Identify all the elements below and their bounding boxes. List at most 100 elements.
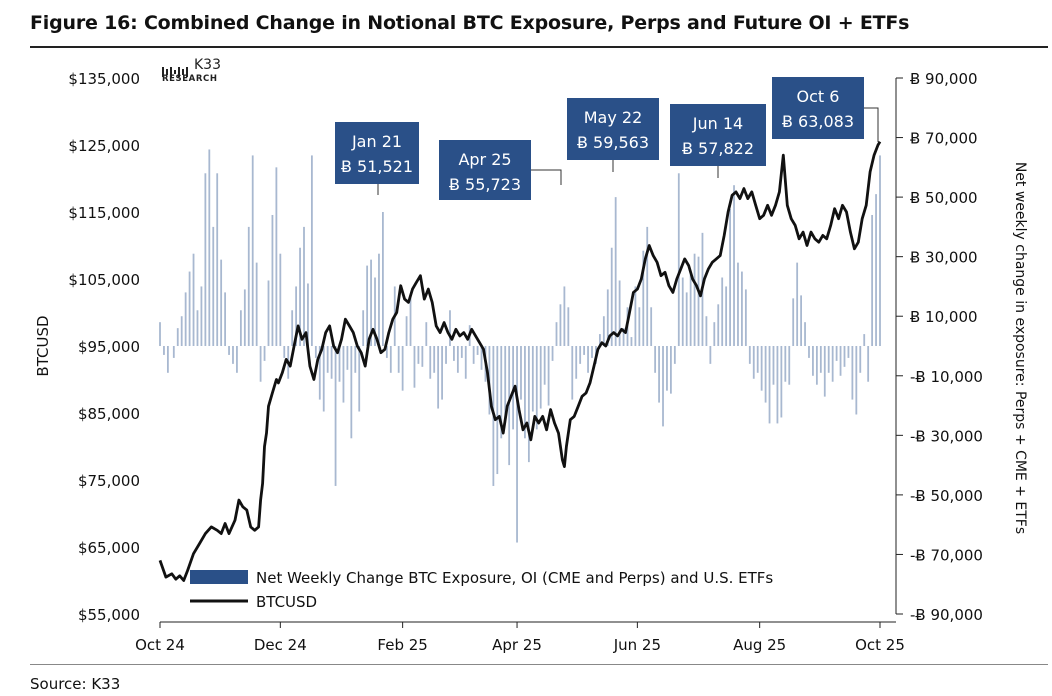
exposure-bar <box>176 328 179 346</box>
exposure-bar <box>200 286 203 346</box>
exposure-bar <box>279 253 282 346</box>
left-tick-label: $55,000 <box>78 606 140 624</box>
left-axis-title: BTCUSD <box>34 315 52 376</box>
callout-box <box>567 98 659 160</box>
exposure-bar <box>204 173 207 346</box>
exposure-bar <box>606 289 609 346</box>
callout-value: Ƀ 59,563 <box>577 133 649 152</box>
exposure-bar <box>460 346 463 358</box>
exposure-bar <box>563 286 566 346</box>
x-tick-label: Feb 25 <box>377 636 427 654</box>
exposure-bar <box>650 307 653 346</box>
exposure-bar <box>456 346 459 373</box>
exposure-bar <box>385 346 388 358</box>
right-tick-label: Ƀ 90,000 <box>910 70 978 88</box>
exposure-bar <box>366 265 369 346</box>
exposure-bar <box>397 346 400 373</box>
callout-box <box>439 140 531 200</box>
left-tick-label: $125,000 <box>68 137 140 155</box>
exposure-bar <box>831 346 834 382</box>
x-tick-label: Oct 24 <box>135 636 185 654</box>
exposure-bar <box>863 334 866 346</box>
exposure-bar <box>232 346 234 364</box>
exposure-bar <box>239 310 242 346</box>
exposure-bar <box>464 346 467 379</box>
exposure-bar <box>804 322 806 346</box>
exposure-bar <box>496 346 499 475</box>
callout-value: Ƀ 55,723 <box>449 175 521 194</box>
exposure-bar <box>579 346 582 364</box>
exposure-bar <box>855 346 858 415</box>
exposure-bar <box>271 214 274 346</box>
exposure-bar <box>421 346 424 367</box>
exposure-bar <box>322 346 325 412</box>
left-tick-label: $75,000 <box>78 472 140 490</box>
exposure-bar <box>318 346 321 400</box>
exposure-bar <box>524 346 526 439</box>
exposure-bar <box>342 346 345 403</box>
right-tick-label: -Ƀ 30,000 <box>910 427 983 445</box>
left-tick-label: $105,000 <box>68 271 140 289</box>
exposure-bar <box>236 346 238 373</box>
exposure-bar <box>275 167 278 346</box>
exposure-bar <box>677 173 680 346</box>
exposure-bar <box>681 277 684 346</box>
exposure-bar <box>326 346 329 373</box>
exposure-bar <box>378 253 380 346</box>
exposure-bar <box>551 346 554 361</box>
exposure-bar <box>654 346 657 373</box>
exposure-bar <box>295 286 298 346</box>
exposure-bar <box>823 346 826 397</box>
exposure-bar <box>705 316 708 346</box>
exposure-bar <box>212 226 215 346</box>
left-tick-label: $135,000 <box>68 70 140 88</box>
legend-bar-swatch <box>190 570 248 584</box>
right-tick-label: -Ƀ 90,000 <box>910 606 983 624</box>
exposure-bar <box>587 346 589 373</box>
callout-leader <box>531 169 562 185</box>
callout-leader <box>864 107 879 142</box>
exposure-bar <box>334 346 337 486</box>
exposure-bar <box>843 346 846 367</box>
exposure-bar <box>733 185 735 346</box>
exposure-bar <box>835 346 838 361</box>
exposure-bar <box>370 259 372 346</box>
x-tick-label: Jun 25 <box>613 636 661 654</box>
exposure-bar <box>303 226 305 346</box>
exposure-bar <box>815 346 818 385</box>
exposure-bar <box>693 253 696 346</box>
exposure-bar <box>166 346 169 373</box>
left-tick-label: $95,000 <box>78 338 140 356</box>
exposure-bar <box>172 346 175 358</box>
exposure-bar <box>476 346 479 355</box>
left-tick-label: $115,000 <box>68 204 140 222</box>
exposure-bar <box>839 346 842 376</box>
exposure-bar <box>358 346 361 412</box>
exposure-bar <box>630 337 633 346</box>
exposure-bar <box>744 289 747 346</box>
exposure-bar <box>259 346 262 382</box>
logo-name: K33 <box>194 57 221 73</box>
exposure-bar <box>354 346 357 373</box>
exposure-bar <box>658 346 660 403</box>
exposure-bar <box>646 226 649 346</box>
exposure-bar <box>346 346 349 370</box>
callout-value: Ƀ 57,822 <box>682 139 754 158</box>
exposure-bar <box>283 346 286 358</box>
exposure-bar <box>851 346 854 400</box>
exposure-bar <box>788 346 791 385</box>
exposure-bar <box>441 346 443 400</box>
callout-box <box>335 122 419 184</box>
exposure-bar <box>243 289 246 346</box>
exposure-bar <box>571 346 574 400</box>
k33-logo-icon <box>162 62 190 77</box>
exposure-bar <box>713 322 716 346</box>
chart-title: Figure 16: Combined Change in Notional B… <box>30 12 910 34</box>
exposure-bar <box>401 346 404 391</box>
exposure-bar <box>614 197 617 346</box>
exposure-bar <box>159 322 161 346</box>
exposure-bar <box>642 250 645 346</box>
exposure-bar <box>247 226 250 346</box>
exposure-bar <box>867 346 870 382</box>
exposure-bar <box>382 212 384 346</box>
